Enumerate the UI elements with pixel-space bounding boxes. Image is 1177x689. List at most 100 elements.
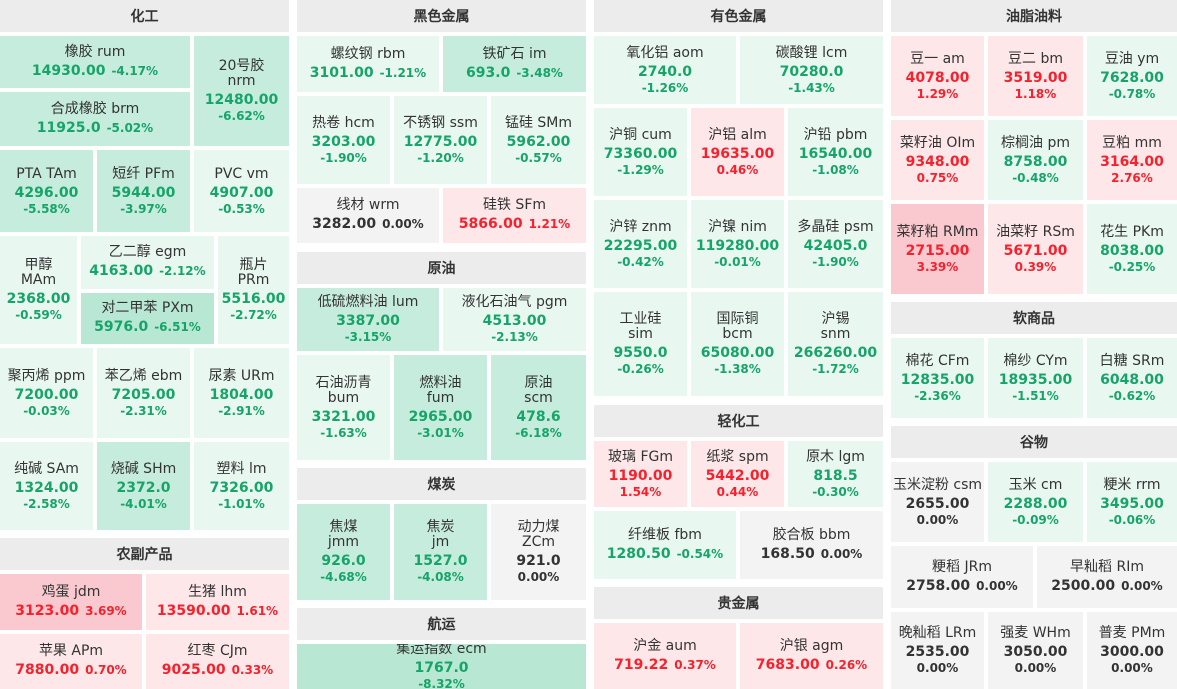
tile-csm[interactable]: 玉米淀粉 csm 2655.00 0.00%	[891, 462, 984, 542]
tile-jmm[interactable]: 焦煤 jmm 926.0 -4.68%	[297, 504, 390, 600]
tile-pm[interactable]: 棕榈油 pm 8758.00 -0.48%	[988, 120, 1083, 200]
price-row: 3282.00 0.00%	[312, 216, 423, 233]
tile-vm[interactable]: PVC vm 4907.00 -0.53%	[194, 150, 289, 232]
tile-bbm[interactable]: 胶合板 bbm 168.50 0.00%	[740, 511, 883, 579]
tile-SRm[interactable]: 白糖 SRm 6048.00 -0.62%	[1087, 338, 1177, 418]
tile-znm[interactable]: 沪锌 znm 22295.00 -0.42%	[594, 200, 687, 288]
tile-PRm[interactable]: 瓶片 PRm 5516.00 -2.72%	[218, 236, 289, 344]
tile-SHm[interactable]: 烧碱 SHm 2372.0 -4.01%	[97, 442, 190, 530]
contract-code: MAm	[20, 272, 57, 288]
tile-wrm[interactable]: 线材 wrm 3282.00 0.00%	[297, 188, 439, 243]
tile-scm[interactable]: 原油 scm 478.6 -6.18%	[491, 355, 586, 460]
contract-price: 4078.00	[905, 69, 970, 86]
tile-pgm[interactable]: 液化石油气 pgm 4513.00 -2.13%	[443, 288, 586, 351]
tile-agm[interactable]: 沪银 agm 7683.00 0.26%	[740, 623, 883, 689]
tile-egm[interactable]: 乙二醇 egm 4163.00 -2.12%	[81, 236, 214, 289]
tile-FGm[interactable]: 玻璃 FGm 1190.00 1.54%	[594, 441, 687, 507]
tile-fum[interactable]: 燃料油 fum 2965.00 -3.01%	[394, 355, 487, 460]
contract-change-pct: 0.70%	[85, 663, 127, 677]
tile-cm[interactable]: 玉米 cm 2288.00 -0.09%	[988, 462, 1083, 542]
tile-PKm[interactable]: 花生 PKm 8038.00 -0.25%	[1087, 204, 1177, 294]
tile-lhm[interactable]: 生猪 lhm 13590.00 1.61%	[146, 574, 289, 630]
contract-price: 2372.0	[116, 479, 171, 496]
tile-SFm[interactable]: 硅铁 SFm 5866.00 1.21%	[443, 188, 586, 243]
tile-spm[interactable]: 纸浆 spm 5442.00 0.44%	[691, 441, 784, 507]
tile-PXm[interactable]: 对二甲苯 PXm 5976.0 -6.51%	[81, 293, 214, 344]
tile-JRm[interactable]: 粳稻 JRm 2758.00 0.00%	[891, 546, 1033, 608]
tile-MAm[interactable]: 甲醇 MAm 2368.00 -0.59%	[0, 236, 77, 344]
tile-cum[interactable]: 沪铜 cum 73360.00 -1.29%	[594, 108, 687, 196]
tile-brm[interactable]: 合成橡胶 brm 11925.0 -5.02%	[0, 92, 190, 146]
tile-rum[interactable]: 橡胶 rum 14930.00 -4.17%	[0, 36, 190, 88]
tile-psm[interactable]: 多晶硅 psm 42405.0 -1.90%	[788, 200, 883, 288]
price-row: 5976.0 -6.51%	[94, 319, 201, 336]
contract-name: 线材 wrm	[336, 197, 400, 213]
tile-lum[interactable]: 低硫燃料油 lum 3387.00 -3.15%	[297, 288, 439, 351]
contract-price: 4296.00	[14, 184, 79, 201]
tile-WHm[interactable]: 强麦 WHm 3050.00 0.00%	[988, 612, 1083, 689]
tile-CYm[interactable]: 棉纱 CYm 18935.00 -1.51%	[988, 338, 1083, 418]
contract-price: 3000.00	[1100, 644, 1164, 660]
tile-snm[interactable]: 沪锡 snm 266260.00 -1.72%	[788, 292, 883, 396]
tile-am[interactable]: 豆一 am 4078.00 1.29%	[891, 36, 984, 116]
contract-change-pct: -1.01%	[218, 496, 265, 511]
tile-hcm[interactable]: 热卷 hcm 3203.00 -1.90%	[297, 96, 390, 184]
tile-rbm[interactable]: 螺纹钢 rbm 3101.00 -1.21%	[297, 36, 439, 92]
tile-aum[interactable]: 沪金 aum 719.22 0.37%	[594, 623, 736, 689]
tile-jdm[interactable]: 鸡蛋 jdm 3123.00 3.69%	[0, 574, 142, 630]
tile-pbm[interactable]: 沪铅 pbm 16540.00 -1.08%	[788, 108, 883, 196]
section-header-chem: 化工	[0, 0, 289, 32]
contract-change-pct: 0.00%	[976, 578, 1018, 593]
tile-RMm[interactable]: 菜籽粕 RMm 2715.00 3.39%	[891, 204, 984, 294]
tile-ZCm[interactable]: 动力煤 ZCm 921.0 0.00%	[491, 504, 586, 600]
tile-aom[interactable]: 氧化铝 aom 2740.0 -1.26%	[594, 36, 736, 104]
tile-SMm[interactable]: 锰硅 SMm 5962.00 -0.57%	[491, 96, 586, 184]
tile-bm[interactable]: 豆二 bm 3519.00 1.18%	[988, 36, 1083, 116]
section-header-soft: 软商品	[891, 302, 1177, 334]
contract-change-pct: -1.38%	[714, 362, 761, 376]
contract-name: 动力煤	[517, 519, 560, 535]
contract-change-pct: 0.46%	[716, 162, 759, 177]
tile-fbm[interactable]: 纤维板 fbm 1280.50 -0.54%	[594, 511, 736, 579]
tile-TAm[interactable]: PTA TAm 4296.00 -5.58%	[0, 150, 93, 232]
tile-URm[interactable]: 尿素 URm 1804.00 -2.91%	[194, 348, 289, 438]
tile-RIm[interactable]: 早籼稻 RIm 2500.00 0.00%	[1037, 546, 1177, 608]
tile-lm[interactable]: 塑料 lm 7326.00 -1.01%	[194, 442, 289, 530]
tile-jm[interactable]: 焦炭 jm 1527.0 -4.08%	[394, 504, 487, 600]
contract-price: 73360.00	[603, 145, 678, 162]
contract-name: 尿素 URm	[208, 367, 275, 384]
tile-PMm[interactable]: 普麦 PMm 3000.00 0.00%	[1087, 612, 1177, 689]
tile-RSm[interactable]: 油菜籽 RSm 5671.00 0.39%	[988, 204, 1083, 294]
contract-price: 2288.00	[1003, 495, 1068, 512]
tile-ym[interactable]: 豆油 ym 7628.00 -0.78%	[1087, 36, 1177, 116]
tile-CFm[interactable]: 棉花 CFm 12835.00 -2.36%	[891, 338, 984, 418]
tile-rrm[interactable]: 粳米 rrm 3495.00 -0.06%	[1087, 462, 1177, 542]
contract-code: sim	[628, 326, 653, 342]
tile-ebm[interactable]: 苯乙烯 ebm 7205.00 -2.31%	[97, 348, 190, 438]
tile-LRm[interactable]: 晚籼稻 LRm 2535.00 0.00%	[891, 612, 984, 689]
contract-price: 9348.00	[905, 153, 970, 170]
tile-bcm[interactable]: 国际铜 bcm 65080.00 -1.38%	[691, 292, 784, 396]
price-row: 3101.00 -1.21%	[310, 65, 426, 82]
tile-nrm[interactable]: 20号胶 nrm 12480.00 -6.62%	[194, 36, 289, 146]
tile-bum[interactable]: 石油沥青 bum 3321.00 -1.63%	[297, 355, 390, 460]
tile-sim[interactable]: 工业硅 sim 9550.0 -0.26%	[594, 292, 687, 396]
contract-change-pct: -2.91%	[218, 403, 265, 418]
tile-mm[interactable]: 豆粕 mm 3164.00 2.76%	[1087, 120, 1177, 200]
tile-ppm[interactable]: 聚丙烯 ppm 7200.00 -0.03%	[0, 348, 93, 438]
tile-lgm[interactable]: 原木 lgm 818.5 -0.30%	[788, 441, 883, 507]
tile-ssm[interactable]: 不锈钢 ssm 12775.00 -1.20%	[394, 96, 487, 184]
contract-name: 晚籼稻 LRm	[898, 625, 977, 641]
tile-APm[interactable]: 苹果 APm 7880.00 0.70%	[0, 634, 142, 689]
tile-OIm[interactable]: 菜籽油 OIm 9348.00 0.75%	[891, 120, 984, 200]
contract-name: 纸浆 spm	[706, 448, 769, 465]
tile-CJm[interactable]: 红枣 CJm 9025.00 0.33%	[146, 634, 289, 689]
contract-price: 9025.00	[161, 662, 226, 678]
tile-im[interactable]: 铁矿石 im 693.0 -3.48%	[443, 36, 586, 92]
tile-ecm[interactable]: 集运指数 ecm 1767.0 -8.32%	[297, 644, 586, 689]
tile-PFm[interactable]: 短纤 PFm 5944.00 -3.97%	[97, 150, 190, 232]
tile-SAm[interactable]: 纯碱 SAm 1324.00 -2.58%	[0, 442, 93, 530]
tile-nim[interactable]: 沪镍 nim 119280.00 -0.01%	[691, 200, 784, 288]
tile-lcm[interactable]: 碳酸锂 lcm 70280.0 -1.43%	[740, 36, 883, 104]
tile-alm[interactable]: 沪铝 alm 19635.00 0.46%	[691, 108, 784, 196]
